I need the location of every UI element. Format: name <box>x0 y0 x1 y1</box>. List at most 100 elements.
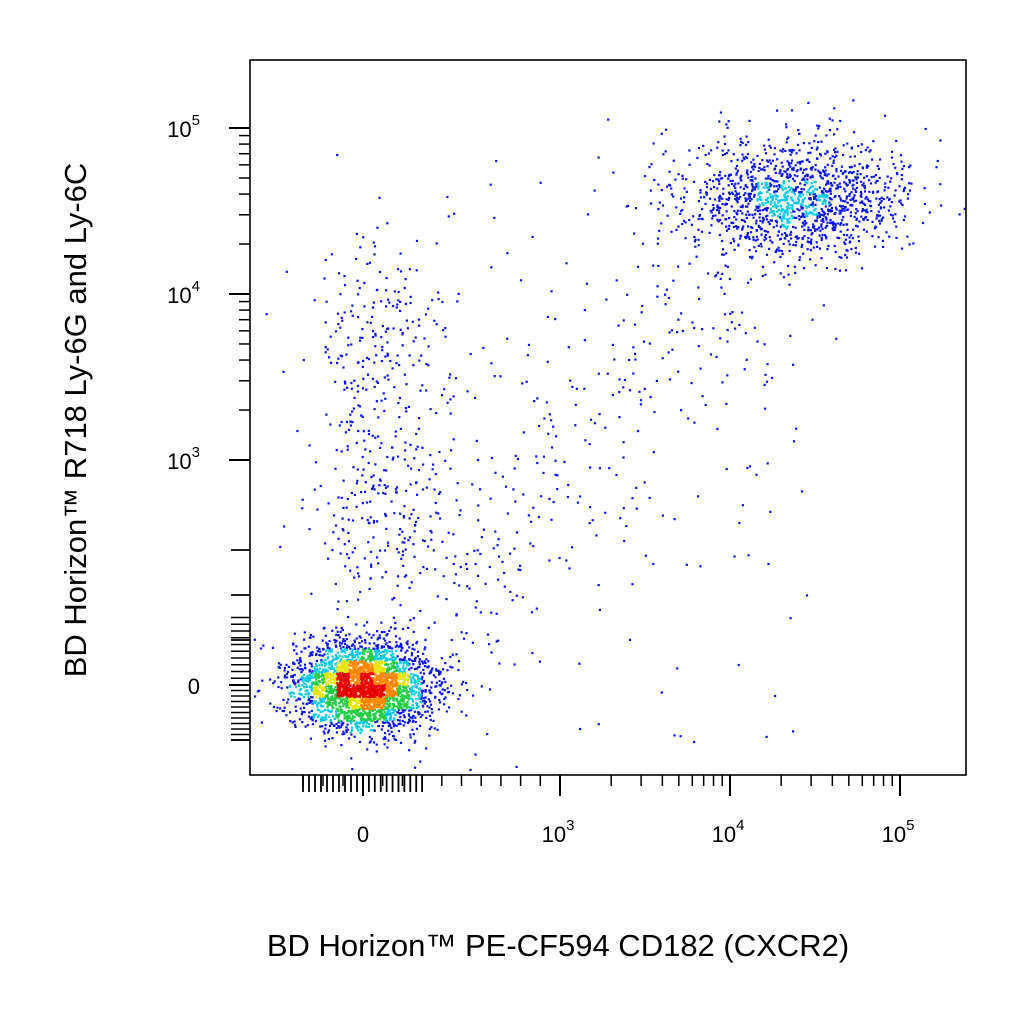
event-point <box>412 543 415 546</box>
event-point <box>388 685 391 688</box>
event-point <box>411 677 414 680</box>
event-point <box>312 681 315 684</box>
event-point <box>401 554 404 557</box>
event-point <box>382 675 385 679</box>
event-point <box>363 439 366 442</box>
event-point <box>758 203 761 206</box>
event-point <box>709 209 712 212</box>
event-point <box>857 145 860 148</box>
event-point <box>720 222 723 225</box>
event-point <box>755 229 758 232</box>
event-point <box>342 645 345 649</box>
event-point <box>611 394 614 397</box>
event-point <box>412 617 415 620</box>
event-point <box>409 687 412 690</box>
event-point <box>385 675 388 678</box>
event-point <box>405 383 408 386</box>
event-point <box>486 733 489 736</box>
event-point <box>329 719 332 723</box>
event-point <box>697 345 700 348</box>
event-point <box>316 689 319 692</box>
event-point <box>688 262 691 265</box>
event-point <box>681 174 684 177</box>
event-point <box>359 636 362 639</box>
event-point <box>425 363 428 366</box>
event-point <box>795 235 798 238</box>
event-point <box>833 133 836 136</box>
event-point <box>757 181 760 184</box>
event-point <box>813 180 816 183</box>
event-point <box>442 575 445 578</box>
event-point <box>769 162 773 165</box>
event-point <box>812 223 815 226</box>
event-point <box>285 663 288 666</box>
event-point <box>807 226 810 229</box>
event-point <box>339 688 342 691</box>
event-point <box>293 662 296 666</box>
event-point <box>326 646 330 649</box>
event-point <box>370 476 373 479</box>
event-point <box>664 303 667 306</box>
event-point <box>371 315 374 318</box>
event-point <box>451 666 454 669</box>
event-point <box>758 226 761 229</box>
event-point <box>355 706 358 710</box>
event-point <box>435 681 438 684</box>
event-point <box>793 193 796 196</box>
event-point <box>923 187 926 190</box>
event-point <box>357 667 360 670</box>
event-point <box>719 171 722 174</box>
event-point <box>400 644 403 647</box>
event-point <box>832 223 835 226</box>
event-point <box>822 211 825 214</box>
event-point <box>359 727 362 730</box>
event-point <box>399 675 402 678</box>
event-point <box>344 651 347 654</box>
event-point <box>336 716 339 719</box>
event-point <box>869 200 872 203</box>
event-point <box>373 642 376 645</box>
event-point <box>812 190 815 193</box>
event-point <box>704 403 707 407</box>
event-point <box>425 486 428 489</box>
event-point <box>314 688 317 691</box>
event-point <box>667 183 671 186</box>
event-point <box>342 702 345 706</box>
event-point <box>356 722 359 725</box>
event-point <box>735 225 738 228</box>
event-point <box>552 501 555 504</box>
event-point <box>401 627 405 631</box>
event-point <box>338 424 341 427</box>
event-point <box>462 637 466 640</box>
event-point <box>424 710 427 713</box>
event-point <box>453 581 456 585</box>
event-point <box>388 713 391 716</box>
event-point <box>681 208 684 212</box>
event-point <box>367 648 370 651</box>
event-point <box>365 673 368 676</box>
event-point <box>367 712 370 715</box>
event-point <box>385 680 388 683</box>
event-point <box>422 672 426 675</box>
event-point <box>803 168 806 171</box>
event-point <box>322 627 325 630</box>
event-point <box>716 187 719 190</box>
event-point <box>550 290 553 293</box>
event-point <box>407 713 410 716</box>
event-point <box>764 207 767 210</box>
event-point <box>736 200 739 203</box>
event-point <box>879 214 882 217</box>
event-point <box>341 693 344 696</box>
event-point <box>401 694 404 697</box>
event-point <box>409 483 412 486</box>
event-point <box>812 191 815 194</box>
event-point <box>313 670 316 673</box>
event-point <box>393 694 396 697</box>
event-point <box>426 705 429 708</box>
event-point <box>387 378 390 381</box>
event-point <box>416 655 420 658</box>
event-point <box>814 229 817 232</box>
event-point <box>807 151 810 155</box>
event-point <box>358 675 361 678</box>
event-point <box>439 670 442 673</box>
